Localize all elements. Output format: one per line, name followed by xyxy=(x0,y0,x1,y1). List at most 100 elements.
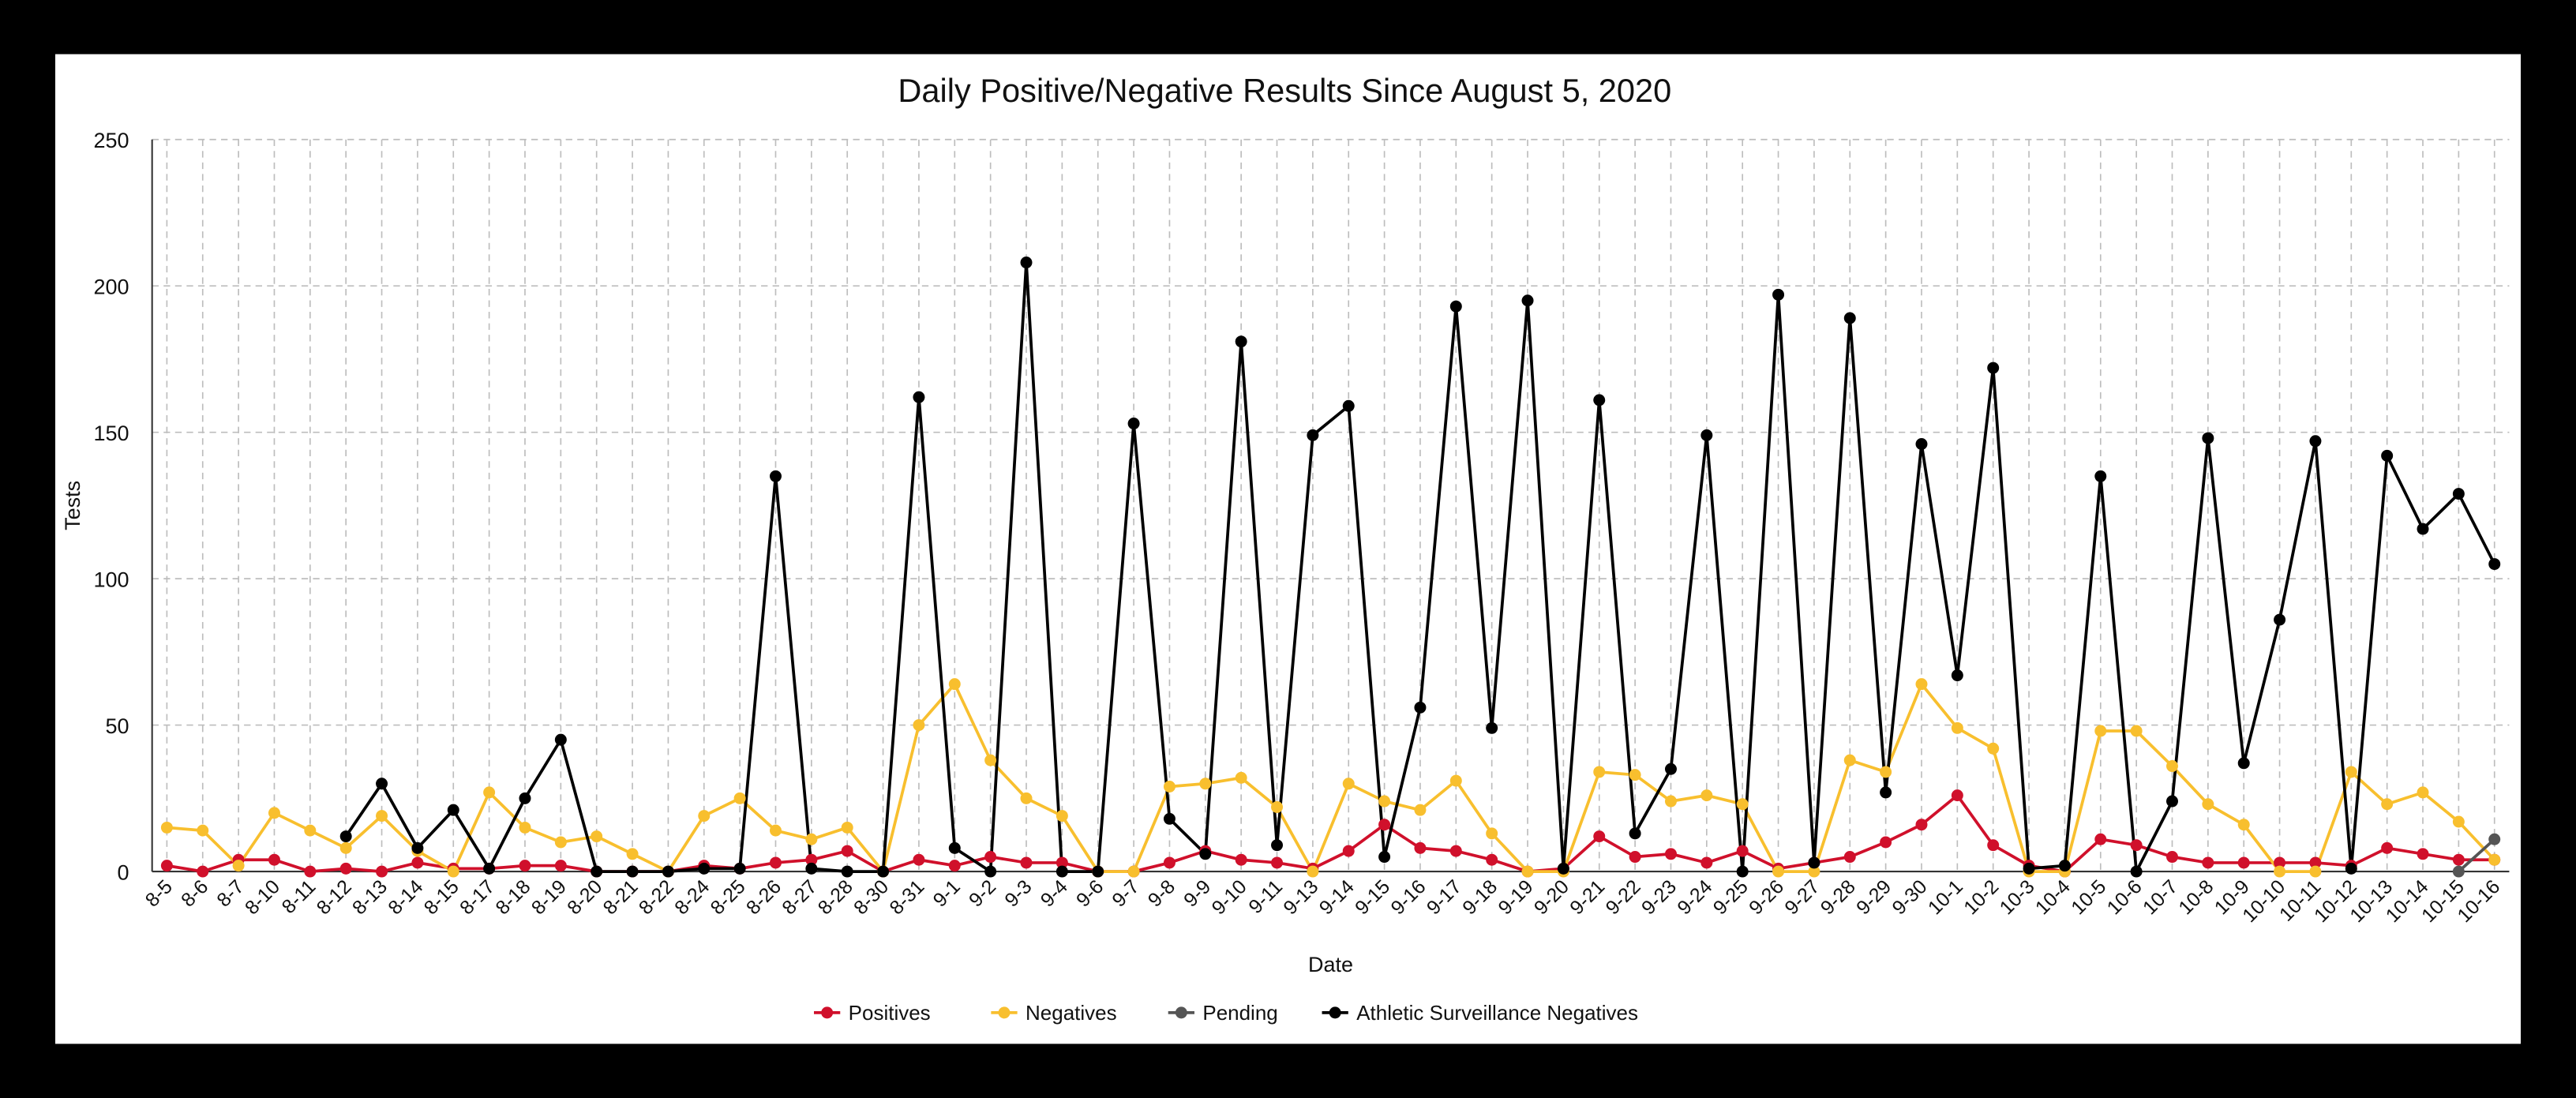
data-point xyxy=(1880,836,1892,849)
data-point xyxy=(483,862,496,875)
data-point xyxy=(197,824,209,837)
data-point xyxy=(1199,848,1212,860)
data-point xyxy=(2202,856,2214,869)
data-point xyxy=(1271,839,1284,852)
data-point xyxy=(948,678,961,691)
data-point xyxy=(1951,721,1963,734)
series-line xyxy=(2458,838,2495,873)
data-point xyxy=(948,860,961,872)
data-point xyxy=(1700,789,1713,802)
data-point xyxy=(1808,865,1820,878)
data-point xyxy=(1414,841,1427,854)
data-point xyxy=(519,860,531,872)
data-point xyxy=(1342,778,1355,790)
data-point xyxy=(1449,845,1462,857)
data-point xyxy=(2130,725,2143,737)
data-point xyxy=(948,841,961,854)
legend-label: Athletic Surveillance Negatives xyxy=(1356,1001,1638,1025)
data-point xyxy=(376,865,388,878)
y-tick-label: 250 xyxy=(93,129,129,152)
data-point xyxy=(1987,839,2000,852)
legend-label: Positives xyxy=(849,1001,931,1025)
data-point xyxy=(1987,362,2000,374)
data-point xyxy=(1987,742,2000,755)
data-point xyxy=(304,865,317,878)
data-point xyxy=(1020,792,1033,804)
data-point xyxy=(877,865,890,878)
data-point xyxy=(1664,763,1677,775)
data-point xyxy=(2274,613,2286,626)
data-point xyxy=(2381,841,2394,854)
data-point xyxy=(411,841,424,854)
data-point xyxy=(1951,789,1963,802)
data-point xyxy=(984,851,997,864)
data-point xyxy=(1521,865,1534,878)
legend-marker xyxy=(998,1006,1011,1019)
data-point xyxy=(984,754,997,766)
chart-title: Daily Positive/Negative Results Since Au… xyxy=(898,72,1671,109)
data-point xyxy=(232,860,245,872)
data-point xyxy=(447,865,459,878)
data-point xyxy=(733,792,746,804)
data-point xyxy=(2166,851,2178,864)
data-point xyxy=(1378,851,1391,864)
data-point xyxy=(1414,804,1427,816)
data-point xyxy=(841,845,853,857)
data-point xyxy=(1772,288,1785,301)
data-point xyxy=(2452,853,2465,866)
data-point xyxy=(1593,394,1606,407)
legend-marker xyxy=(1175,1006,1187,1019)
data-point xyxy=(2381,449,2394,462)
data-point xyxy=(1486,853,1498,866)
data-point xyxy=(1629,827,1641,840)
data-point xyxy=(1163,781,1176,793)
data-point xyxy=(841,821,853,834)
data-point xyxy=(698,862,711,875)
data-point xyxy=(376,778,388,790)
data-point xyxy=(2166,795,2178,808)
data-point xyxy=(1020,257,1033,269)
data-point xyxy=(2237,819,2250,831)
y-tick-label: 150 xyxy=(93,422,129,445)
data-point xyxy=(160,821,173,834)
data-point xyxy=(1736,865,1749,878)
data-point xyxy=(1915,678,1928,691)
data-point xyxy=(1593,830,1606,843)
data-point xyxy=(805,833,818,845)
data-point xyxy=(1843,312,1856,324)
data-point xyxy=(2417,523,2429,535)
data-point xyxy=(339,841,352,854)
data-point xyxy=(554,733,567,746)
y-axis-label: Tests xyxy=(61,481,84,530)
data-point xyxy=(841,865,853,878)
data-point xyxy=(1235,335,1247,348)
data-point xyxy=(662,865,674,878)
data-point xyxy=(376,810,388,823)
legend: Positives Negatives Pending Athletic Survei… xyxy=(814,1001,1638,1025)
data-point xyxy=(1736,798,1749,811)
data-point xyxy=(805,853,818,866)
data-point xyxy=(2452,815,2465,828)
data-point xyxy=(1593,766,1606,778)
data-point xyxy=(2094,725,2107,737)
data-point xyxy=(1700,429,1713,441)
data-point xyxy=(1378,795,1391,808)
data-point xyxy=(1056,865,1068,878)
data-point xyxy=(1199,778,1212,790)
data-point xyxy=(519,792,531,804)
data-point xyxy=(2488,833,2501,845)
data-point xyxy=(1951,669,1963,682)
data-point xyxy=(913,391,925,403)
data-point xyxy=(1700,856,1713,869)
data-point xyxy=(1629,769,1641,781)
data-point xyxy=(483,786,496,799)
data-point xyxy=(626,848,639,860)
x-axis-label: Date xyxy=(1308,953,1353,976)
data-point xyxy=(268,853,280,866)
data-point xyxy=(2058,860,2071,872)
data-point xyxy=(1915,438,1928,450)
legend-marker xyxy=(821,1006,834,1019)
data-point xyxy=(591,830,603,843)
series-line xyxy=(167,793,2495,874)
data-point xyxy=(1486,827,1498,840)
